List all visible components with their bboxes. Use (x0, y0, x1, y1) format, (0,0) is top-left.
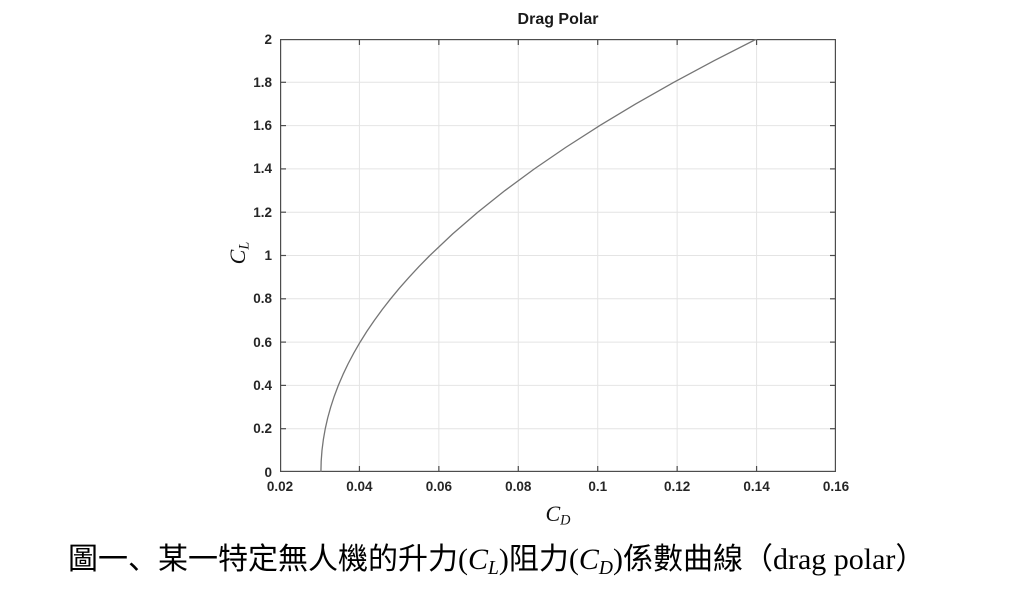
caption-cd-subscript: D (598, 557, 613, 579)
y-tick-label: 0.4 (253, 377, 272, 393)
y-tick-label: 2 (264, 31, 272, 47)
caption-text-3: )係數曲線（drag polar） (612, 543, 926, 576)
axes-box (280, 39, 836, 472)
x-tick-label: 0.08 (505, 479, 532, 494)
x-tick-label: 0.1 (588, 479, 608, 494)
figure-caption: 圖一、某一特定無人機的升力(CL)阻力(CD)係數曲線（drag polar） (68, 534, 1008, 580)
y-tick-label: 0.2 (253, 421, 272, 437)
caption-cd-symbol: C (578, 543, 599, 576)
y-tick-label: 0.8 (253, 291, 272, 307)
y-tick-label: 1.6 (253, 118, 272, 134)
y-axis-label: CL (222, 222, 254, 284)
x-tick-label: 0.14 (743, 479, 770, 494)
caption-text-2: )阻力( (498, 543, 579, 576)
axis-ticks (280, 39, 836, 472)
caption-cl-subscript: L (488, 557, 499, 579)
caption-text-1: 圖一、某一特定無人機的升力( (68, 543, 468, 576)
x-tick-label: 0.02 (266, 479, 294, 494)
grid-lines (280, 39, 836, 472)
x-axis-label-main: C (545, 501, 561, 526)
y-axis-label-sub: L (236, 241, 253, 250)
plot-area (280, 39, 836, 472)
chart-title: Drag Polar (517, 11, 599, 28)
x-tick-label: 0.04 (346, 479, 373, 494)
x-axis-label-sub: D (560, 512, 571, 529)
x-axis-label: CD (518, 499, 598, 529)
y-tick-label: 0 (264, 464, 272, 480)
y-tick-label: 1.4 (253, 161, 272, 177)
y-tick-label: 0.6 (253, 334, 272, 350)
y-tick-label: 1.2 (253, 204, 272, 220)
x-tick-label: 0.16 (822, 479, 850, 494)
caption-cl-symbol: C (468, 543, 489, 576)
x-tick-label: 0.12 (664, 479, 691, 494)
y-tick-label: 1 (264, 248, 272, 263)
x-tick-label: 0.06 (425, 479, 452, 494)
y-axis-label-main: C (225, 249, 250, 265)
drag-polar-curve (320, 39, 758, 472)
y-tick-label: 1.8 (253, 74, 272, 90)
